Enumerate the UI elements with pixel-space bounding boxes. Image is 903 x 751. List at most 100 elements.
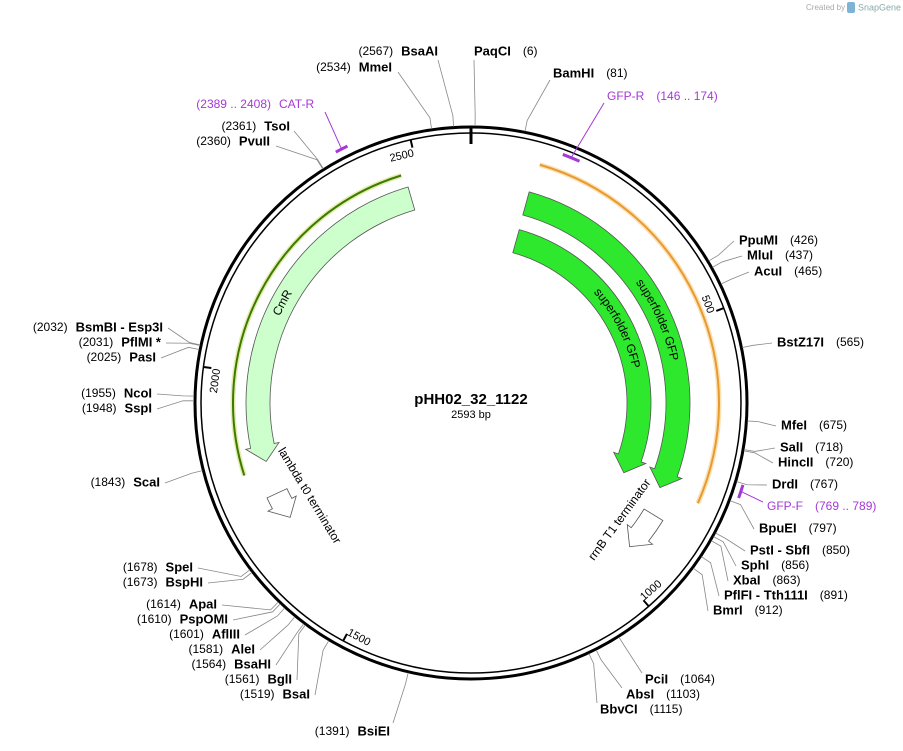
primer-name: GFP-R xyxy=(607,89,645,103)
site-position: (426) xyxy=(790,233,818,247)
site-leader xyxy=(164,470,203,484)
site-name: DrdI xyxy=(772,476,798,491)
site-name: BbvCI xyxy=(600,701,638,716)
feature-arrow xyxy=(512,229,652,474)
orf-line xyxy=(232,174,402,476)
site-name: BspHI xyxy=(165,574,203,589)
site-name: BsaAI xyxy=(401,43,438,58)
primer-bar xyxy=(335,144,349,154)
site-name: PciI xyxy=(645,671,668,686)
site-name: MluI xyxy=(747,247,773,262)
site-position: (81) xyxy=(606,66,627,80)
site-name: BstZ17I xyxy=(777,334,824,349)
site-leader xyxy=(747,420,777,427)
site-name: MfeI xyxy=(781,417,807,432)
site-name: PflMI * xyxy=(121,334,162,349)
site-name: BsmBI - Esp3I xyxy=(76,319,163,334)
site-position: (850) xyxy=(822,543,850,557)
site-name: BpuEI xyxy=(759,520,797,535)
site-name: PasI xyxy=(129,349,156,364)
site-name: NcoI xyxy=(124,385,152,400)
site-position: (863) xyxy=(772,573,800,587)
site-leader xyxy=(711,540,729,582)
site-leader xyxy=(473,59,476,127)
ruler-tick xyxy=(203,365,212,370)
site-leader xyxy=(693,567,709,612)
site-name: BglI xyxy=(267,671,292,686)
site-name: HincII xyxy=(778,454,813,469)
site-leader xyxy=(708,240,735,262)
primer-range: (2389 .. 2408) xyxy=(196,97,271,111)
plasmid-size: 2593 bp xyxy=(451,409,491,421)
site-leader xyxy=(397,71,432,129)
site-leader xyxy=(701,556,720,597)
site-leader xyxy=(524,79,551,132)
site-leader xyxy=(713,536,737,567)
site-position: (1103) xyxy=(666,687,700,701)
site-position: (797) xyxy=(809,521,837,535)
site-position: (2025) xyxy=(87,350,122,364)
site-leader xyxy=(742,342,773,348)
site-leader xyxy=(156,400,195,410)
site-position: (718) xyxy=(815,440,843,454)
site-leader xyxy=(743,450,774,464)
site-leader xyxy=(618,636,643,674)
backbone-outer xyxy=(193,125,749,681)
site-position: (1564) xyxy=(191,657,226,671)
ruler-tick xyxy=(342,633,348,642)
site-leader xyxy=(730,500,755,530)
site-position: (2567) xyxy=(358,44,393,58)
site-position: (1610) xyxy=(137,612,172,626)
site-leader xyxy=(314,640,330,696)
feature-arrow xyxy=(244,186,416,463)
ruler-label: 2500 xyxy=(389,148,416,165)
site-name: BsiEI xyxy=(357,723,390,738)
site-position: (2360) xyxy=(196,134,231,148)
site-name: SalI xyxy=(780,439,803,454)
site-position: (1601) xyxy=(169,627,204,641)
site-position: (720) xyxy=(825,455,853,469)
site-name: BamHI xyxy=(553,65,594,80)
credit-brand: SnapGene xyxy=(858,2,901,12)
site-name: SphI xyxy=(741,557,769,572)
site-name: AflIII xyxy=(212,626,240,641)
site-position: (1678) xyxy=(123,560,158,574)
site-name: AbsI xyxy=(626,686,654,701)
site-leader xyxy=(197,567,251,577)
site-position: (856) xyxy=(781,558,809,572)
site-position: (437) xyxy=(785,248,813,262)
credit-icon xyxy=(847,2,855,13)
site-name: PflFI - Tth111I xyxy=(724,587,808,602)
feature-arrow xyxy=(266,488,297,518)
site-leader xyxy=(259,616,296,651)
site-position: (1843) xyxy=(91,475,126,489)
site-leader xyxy=(244,607,285,636)
site-position: (1519) xyxy=(240,687,275,701)
site-leader xyxy=(392,672,409,724)
site-name: PvuII xyxy=(239,133,270,148)
ruler-tick xyxy=(642,599,650,607)
site-name: PspOMI xyxy=(180,611,228,626)
site-position: (2361) xyxy=(222,119,257,133)
site-name: PstI - SbfI xyxy=(750,542,810,557)
primer-range: (146 .. 174) xyxy=(656,89,717,103)
site-name: AcuI xyxy=(754,263,782,278)
site-position: (2031) xyxy=(79,335,114,349)
site-position: (1614) xyxy=(146,597,181,611)
ruler-tick xyxy=(409,139,414,148)
ruler-label: 1000 xyxy=(638,578,664,603)
site-position: (565) xyxy=(836,335,864,349)
site-position: (1955) xyxy=(81,386,116,400)
site-name: ScaI xyxy=(133,474,160,489)
site-name: AleI xyxy=(231,641,255,656)
site-name: BmrI xyxy=(713,602,743,617)
site-leader xyxy=(293,130,324,169)
site-position: (465) xyxy=(794,264,822,278)
site-position: (1064) xyxy=(680,672,715,686)
feature-arrow xyxy=(626,508,664,548)
site-position: (2032) xyxy=(33,320,68,334)
site-name: PaqCI xyxy=(474,43,511,58)
site-leader xyxy=(207,572,253,584)
site-position: (891) xyxy=(820,588,848,602)
site-leader xyxy=(720,271,750,285)
